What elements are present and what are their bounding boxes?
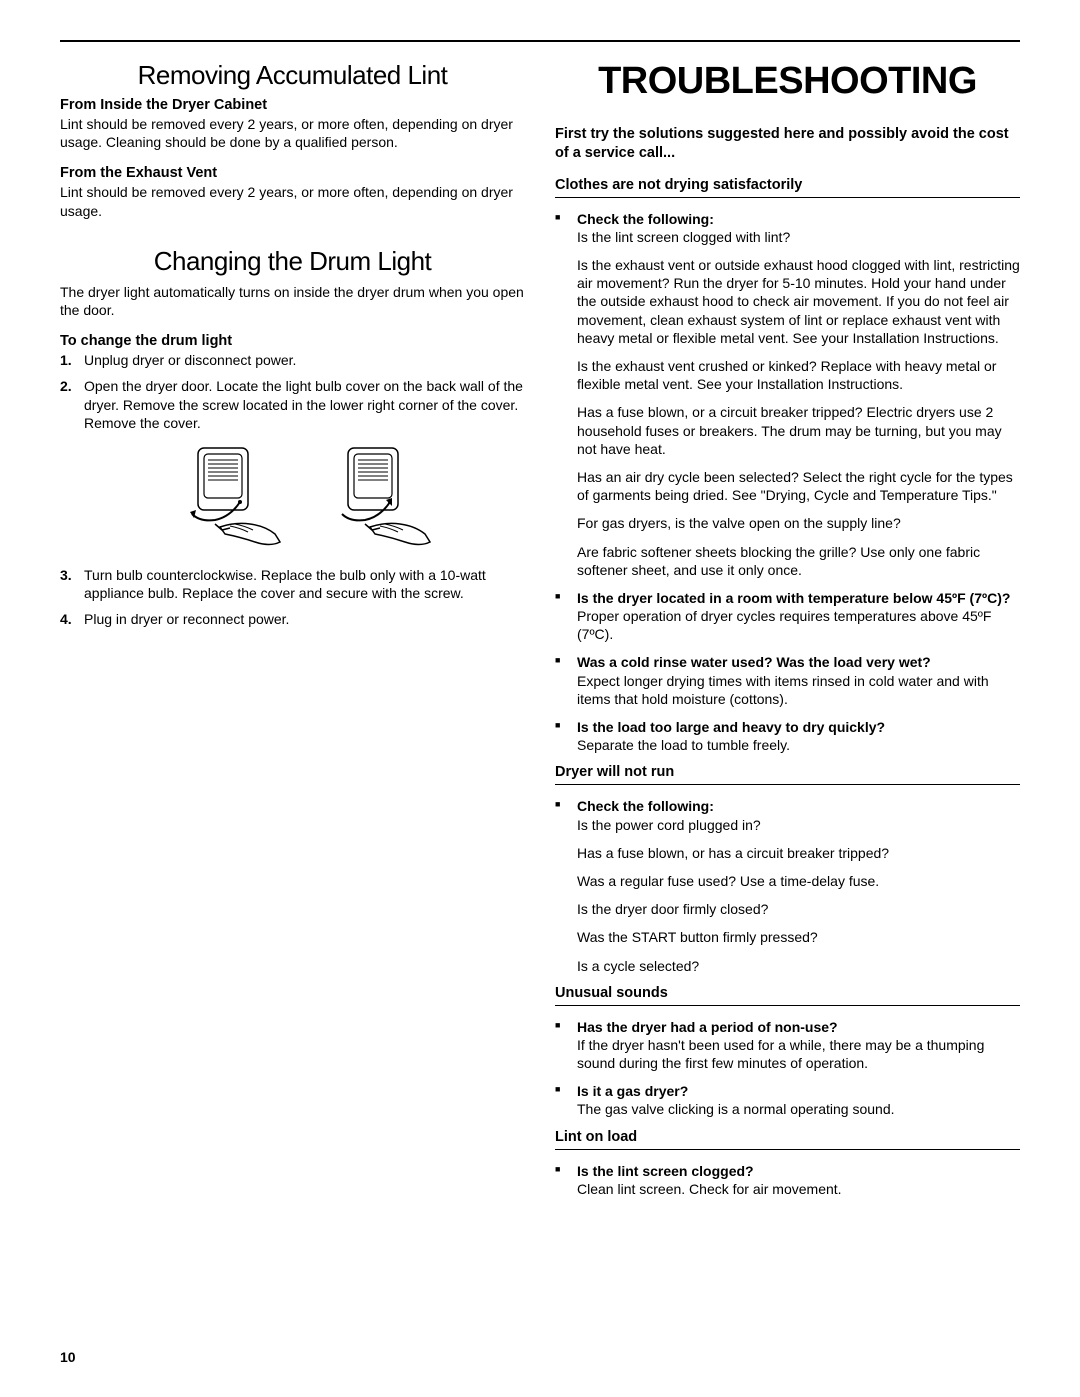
ts-heading-lint: Lint on load <box>555 1129 1020 1150</box>
bullet-non-use: Has the dryer had a period of non-use? I… <box>555 1018 1020 1073</box>
bullet-lint-clogged: Is the lint screen clogged? Clean lint s… <box>555 1162 1020 1198</box>
step-3: Turn bulb counterclockwise. Replace the … <box>60 566 525 602</box>
bulb-cover-illustration-1 <box>170 442 290 552</box>
bullet-text: Is the lint screen clogged with lint? <box>577 229 790 245</box>
intro-bold: First try the solutions suggested here a… <box>555 125 1020 163</box>
body-text: Is the exhaust vent crushed or kinked? R… <box>555 357 1020 393</box>
bullet-bold: Has the dryer had a period of non-use? <box>577 1018 1020 1036</box>
body-text: Is the dryer door firmly closed? <box>555 900 1020 918</box>
subheading-exhaust-vent: From the Exhaust Vent <box>60 165 525 181</box>
step-1: Unplug dryer or disconnect power. <box>60 351 525 369</box>
bullet-temp-below: Is the dryer located in a room with temp… <box>555 589 1020 644</box>
left-column: Removing Accumulated Lint From Inside th… <box>60 60 525 1208</box>
body-text: For gas dryers, is the valve open on the… <box>555 514 1020 532</box>
body-text: Is a cycle selected? <box>555 957 1020 975</box>
bullet-cold-rinse: Was a cold rinse water used? Was the loa… <box>555 653 1020 708</box>
main-title-troubleshooting: TROUBLESHOOTING <box>555 60 1020 103</box>
body-text: Has a fuse blown, or a circuit breaker t… <box>555 403 1020 458</box>
bullet-text: Expect longer drying times with items ri… <box>577 673 989 707</box>
ts-heading-not-drying: Clothes are not drying satisfactorily <box>555 177 1020 198</box>
bullet-text: Proper operation of dryer cycles require… <box>577 608 991 642</box>
step-4: Plug in dryer or reconnect power. <box>60 610 525 628</box>
bullet-gas-dryer: Is it a gas dryer? The gas valve clickin… <box>555 1082 1020 1118</box>
illustration-bulb <box>84 442 525 552</box>
bullet-bold: Is the load too large and heavy to dry q… <box>577 718 1020 736</box>
bullet-text: Is the power cord plugged in? <box>577 817 761 833</box>
ts-heading-sounds: Unusual sounds <box>555 985 1020 1006</box>
body-text: The dryer light automatically turns on i… <box>60 283 525 319</box>
body-text: Lint should be removed every 2 years, or… <box>60 115 525 151</box>
body-text: Lint should be removed every 2 years, or… <box>60 183 525 219</box>
bulb-cover-illustration-2 <box>320 442 440 552</box>
body-text: Was a regular fuse used? Use a time-dela… <box>555 872 1020 890</box>
bullet-text: Clean lint screen. Check for air movemen… <box>577 1181 842 1197</box>
bullet-bold: Check the following: <box>577 797 1020 815</box>
section-title-lint: Removing Accumulated Lint <box>60 60 525 91</box>
two-column-layout: Removing Accumulated Lint From Inside th… <box>60 60 1020 1208</box>
bullet-bold: Check the following: <box>577 210 1020 228</box>
bullet-check-following: Check the following: Is the lint screen … <box>555 210 1020 246</box>
body-text: Was the START button firmly pressed? <box>555 928 1020 946</box>
bullet-bold: Was a cold rinse water used? Was the loa… <box>577 653 1020 671</box>
subheading-inside-cabinet: From Inside the Dryer Cabinet <box>60 97 525 113</box>
bullet-text: If the dryer hasn't been used for a whil… <box>577 1037 984 1071</box>
bullet-check-following-2: Check the following: Is the power cord p… <box>555 797 1020 833</box>
right-column: TROUBLESHOOTING First try the solutions … <box>555 60 1020 1208</box>
bullet-bold: Is it a gas dryer? <box>577 1082 1020 1100</box>
page-number: 10 <box>60 1349 76 1365</box>
body-text: Has a fuse blown, or has a circuit break… <box>555 844 1020 862</box>
bullet-bold: Is the lint screen clogged? <box>577 1162 1020 1180</box>
body-text: Has an air dry cycle been selected? Sele… <box>555 468 1020 504</box>
subheading-change-drum-light: To change the drum light <box>60 333 525 349</box>
bullet-bold: Is the dryer located in a room with temp… <box>577 589 1020 607</box>
bullet-text: Separate the load to tumble freely. <box>577 737 790 753</box>
section-title-drum-light: Changing the Drum Light <box>60 246 525 277</box>
ordered-steps: Unplug dryer or disconnect power. Open t… <box>60 351 525 432</box>
body-text: Are fabric softener sheets blocking the … <box>555 543 1020 579</box>
body-text: Is the exhaust vent or outside exhaust h… <box>555 256 1020 347</box>
step-2: Open the dryer door. Locate the light bu… <box>60 377 525 432</box>
ordered-steps-cont: Turn bulb counterclockwise. Replace the … <box>60 566 525 629</box>
ts-heading-not-run: Dryer will not run <box>555 764 1020 785</box>
bullet-text: The gas valve clicking is a normal opera… <box>577 1101 895 1117</box>
top-rule <box>60 40 1020 42</box>
bullet-load-large: Is the load too large and heavy to dry q… <box>555 718 1020 754</box>
